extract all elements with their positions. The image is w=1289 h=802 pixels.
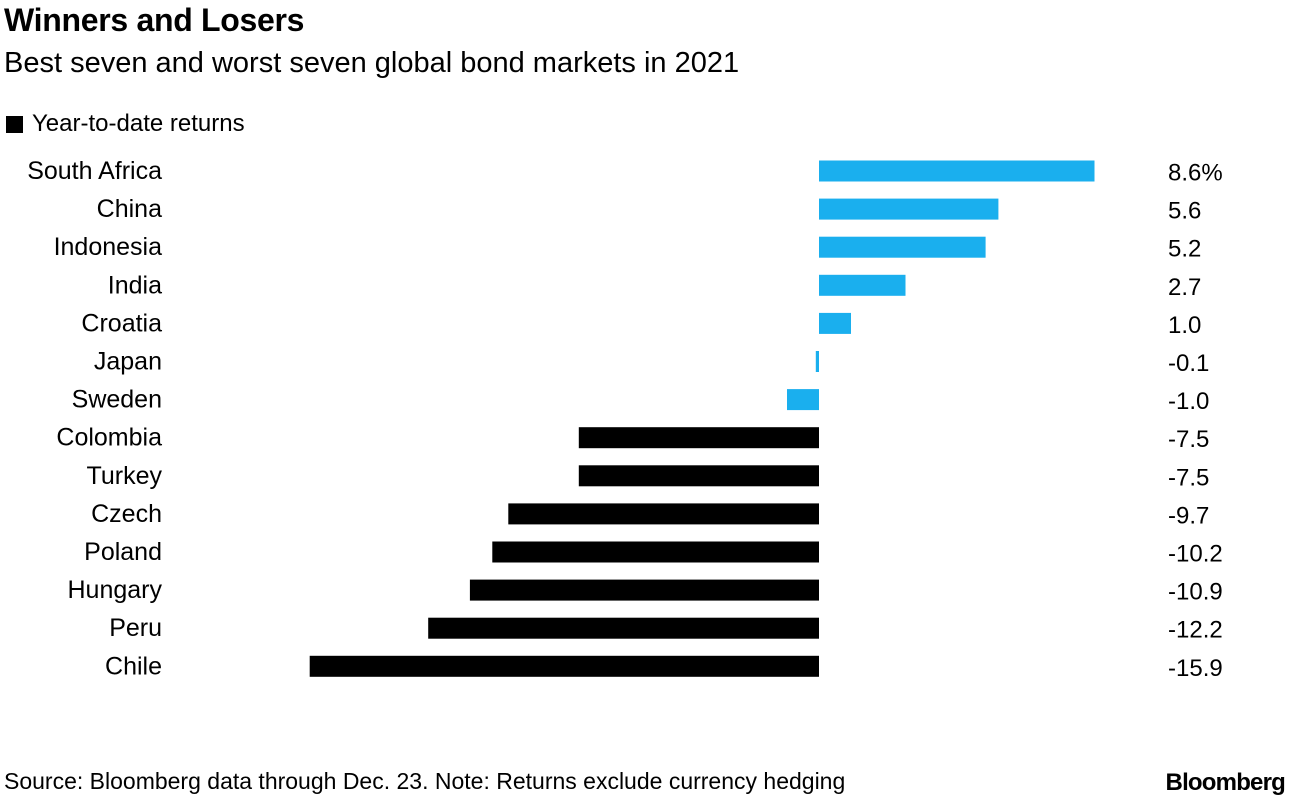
bar — [578, 465, 819, 487]
bar — [819, 198, 999, 220]
category-label: Turkey — [87, 462, 163, 490]
value-label: -15.9 — [1168, 655, 1223, 682]
value-label: 2.7 — [1168, 274, 1201, 301]
source-note: Source: Bloomberg data through Dec. 23. … — [4, 768, 846, 794]
value-label: -7.5 — [1168, 426, 1209, 453]
bar — [309, 655, 819, 677]
category-label: Hungary — [68, 576, 163, 604]
value-label: -7.5 — [1168, 464, 1209, 491]
value-label: 5.2 — [1168, 236, 1201, 263]
value-label: -12.2 — [1168, 617, 1223, 644]
bar — [819, 160, 1095, 182]
category-label: Sweden — [72, 386, 162, 414]
category-label: India — [108, 271, 162, 299]
category-label: Peru — [109, 614, 162, 642]
category-label: Japan — [94, 348, 162, 376]
category-label: Colombia — [56, 424, 162, 452]
category-label: Czech — [91, 500, 162, 528]
bar — [819, 274, 906, 296]
bar — [469, 579, 819, 601]
category-label: Poland — [84, 538, 162, 566]
chart-title: Winners and Losers — [4, 2, 305, 38]
bar — [819, 236, 986, 258]
category-label: China — [97, 195, 162, 223]
category-label: Croatia — [81, 309, 162, 337]
bar — [819, 312, 851, 334]
value-label: -1.0 — [1168, 388, 1209, 415]
chart-subtitle: Best seven and worst seven global bond m… — [4, 47, 740, 79]
bar — [428, 617, 819, 639]
value-label: -10.2 — [1168, 541, 1223, 568]
bar — [578, 427, 819, 449]
value-label: -9.7 — [1168, 502, 1209, 529]
brand-logo: Bloomberg — [1165, 769, 1286, 796]
legend: Year-to-date returns — [6, 110, 245, 138]
bar-chart: South Africa 8.6% China 5.6 Indonesia 5.2 Indi… — [27, 157, 1223, 682]
category-label: Chile — [105, 652, 162, 680]
bar — [815, 351, 819, 372]
bar — [492, 541, 819, 563]
value-label: 5.6 — [1168, 198, 1201, 225]
value-label: 8.6% — [1168, 160, 1223, 187]
value-label: -0.1 — [1168, 350, 1209, 377]
legend-label: Year-to-date returns — [32, 110, 245, 137]
value-label: 1.0 — [1168, 312, 1201, 339]
bar — [508, 503, 819, 525]
category-label: Indonesia — [54, 233, 163, 261]
legend-swatch — [6, 115, 23, 133]
value-label: -10.9 — [1168, 579, 1223, 606]
category-label: South Africa — [27, 157, 162, 185]
bar — [787, 389, 819, 411]
